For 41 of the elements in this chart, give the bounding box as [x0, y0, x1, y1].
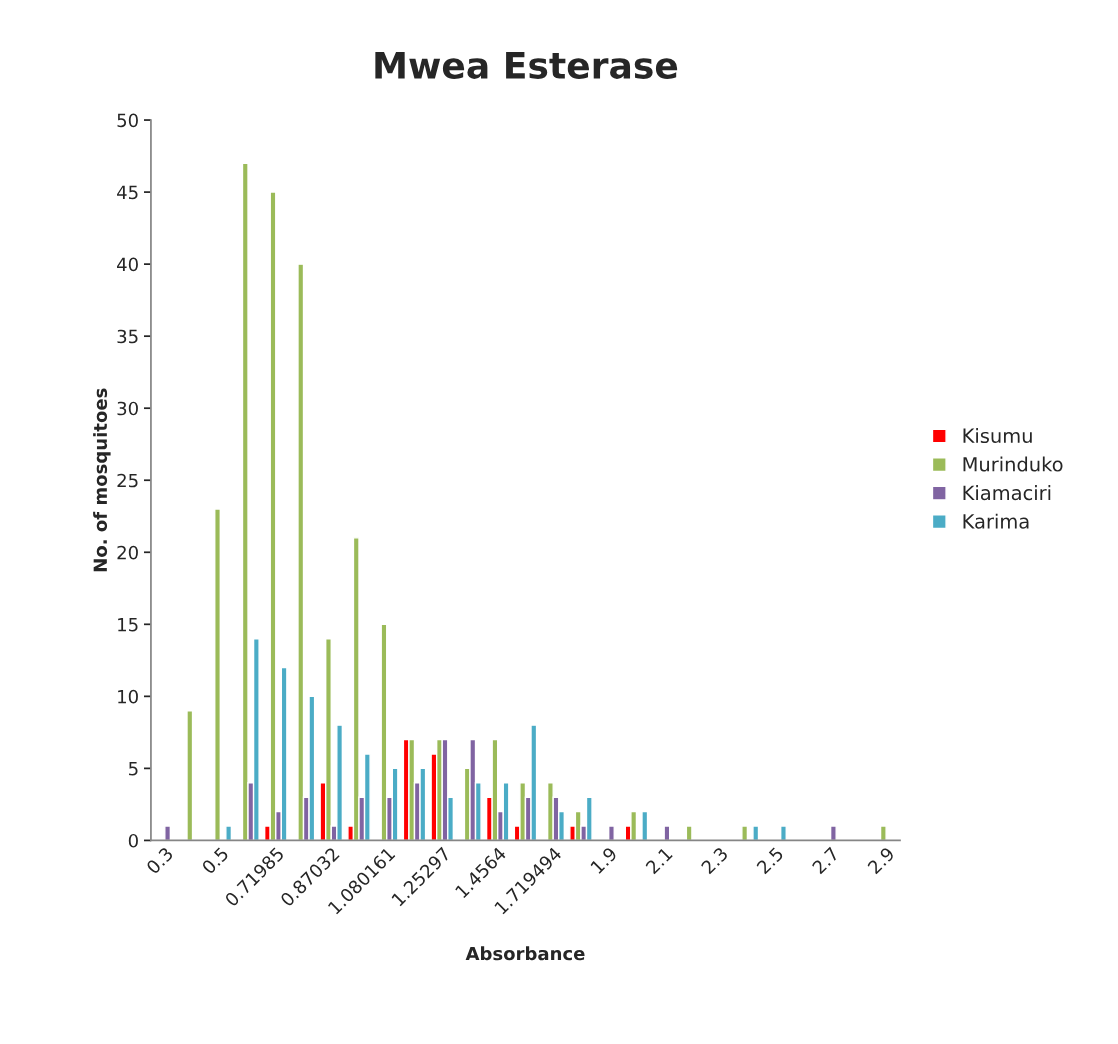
y-tick-label: 40	[117, 257, 138, 272]
x-tick-label: 2.5	[756, 846, 784, 875]
x-tick-label: 2.9	[866, 846, 896, 875]
bar	[641, 810, 649, 841]
y-axis-title: No. of mosquitoes	[93, 388, 111, 572]
bar	[607, 825, 615, 841]
y-tick-label: 45	[117, 185, 138, 200]
x-tick-label: 2.1	[645, 846, 673, 875]
legend-label: Kisumu	[963, 428, 1032, 444]
bar	[685, 825, 693, 841]
x-tick-label: 2.7	[811, 846, 840, 875]
bar	[741, 825, 749, 841]
bar	[164, 825, 172, 841]
y-tick-label: 35	[117, 329, 138, 344]
legend-label: Kiamaciri	[963, 485, 1051, 501]
y-tick-label: 5	[129, 762, 138, 776]
bar	[780, 825, 787, 841]
bar	[663, 825, 671, 841]
legend-label: Murinduko	[963, 456, 1063, 472]
x-tick-label: 1.9	[590, 846, 618, 875]
y-tick-label: 20	[117, 545, 138, 560]
x-tick-label: 0.3	[145, 846, 174, 875]
x-tick-label: 2.3	[700, 846, 729, 875]
legend-label: Karima	[963, 513, 1029, 529]
bar	[225, 825, 233, 841]
bar	[297, 263, 305, 841]
chart-title: Mwea Esterase	[375, 52, 678, 79]
y-tick-label: 25	[117, 473, 138, 488]
y-tick-label: 30	[117, 401, 138, 416]
bar	[752, 825, 760, 841]
y-tick-label: 0	[128, 833, 138, 848]
y-tick-label: 15	[118, 618, 138, 632]
bar	[241, 162, 249, 841]
x-tick-label: 0.5	[201, 846, 230, 875]
bar	[829, 825, 837, 841]
y-tick-label: 10	[118, 689, 138, 704]
bar	[186, 710, 194, 841]
y-tick-label: 50	[117, 113, 138, 128]
bar	[879, 825, 887, 841]
x-axis-title: Absorbance	[465, 946, 585, 961]
bar	[214, 508, 221, 841]
